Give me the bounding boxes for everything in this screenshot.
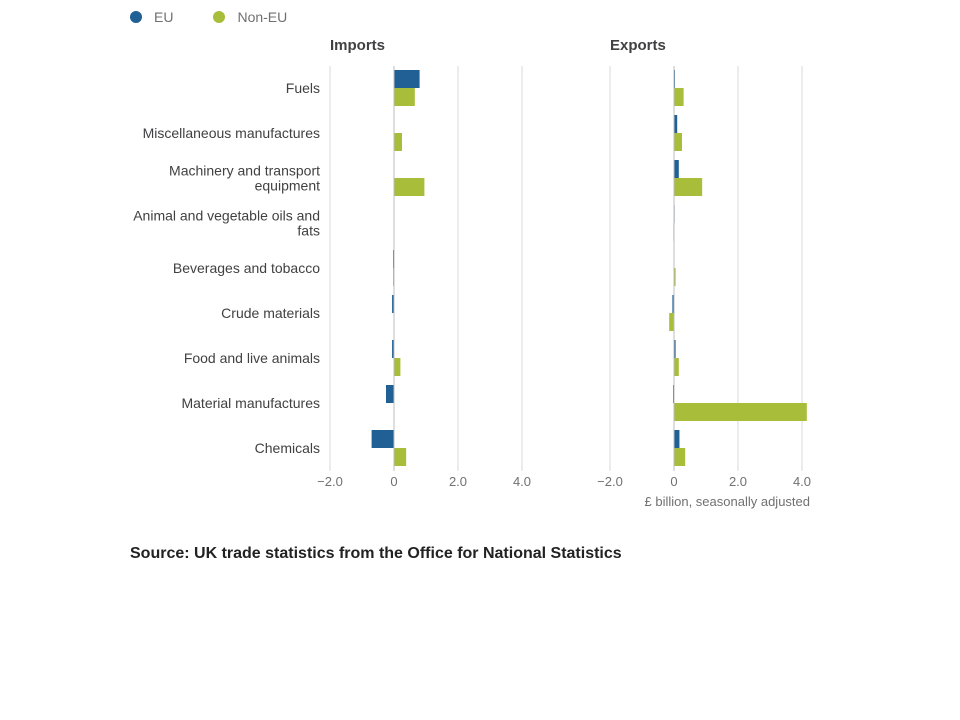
bar-exports-eu [674,340,676,358]
category-label: Food and live animals [184,350,320,366]
bar-exports-noneu [674,268,676,286]
bar-exports-noneu [674,133,682,151]
category-label: Machinery and transport [169,163,320,179]
bar-imports-noneu [394,178,425,196]
bar-imports-eu [386,385,394,403]
bar-imports-eu [392,340,394,358]
category-label: fats [297,223,320,239]
bar-exports-noneu [674,448,686,466]
x-tick-label: 0 [390,474,397,489]
bar-exports-noneu [674,358,679,376]
category-label: Chemicals [255,440,320,456]
x-tick-label: 4.0 [513,474,531,489]
bar-imports-eu [371,430,394,448]
category-labels: Fuels Miscellaneous manufactures Machinery… [133,80,320,456]
category-label: Fuels [286,80,320,96]
legend-item-eu[interactable]: EU [130,9,173,25]
bar-exports-eu [674,160,679,178]
bar-chart: Imports −2.0 0 2.0 4.0 Exports −2.0 0 2.0 4.0 Fuel… [133,37,811,509]
legend-swatch-non-eu [213,11,226,23]
legend: EU Non-EU [130,8,327,26]
x-axis-unit-label: £ billion, seasonally adjusted [645,494,811,509]
legend-label-non-eu: Non-EU [237,9,288,25]
bar-imports-eu [394,70,420,88]
source-note: Source: UK trade statistics from the Off… [130,545,622,562]
bar-exports-eu [672,295,674,313]
bar-exports-eu [674,115,678,133]
legend-label-eu: EU [154,9,174,25]
bar-imports-eu [392,295,394,313]
bar-exports-noneu [674,403,807,421]
bar-imports-noneu [394,358,401,376]
bar-exports-noneu [674,88,684,106]
category-label: Animal and vegetable oils and [133,208,320,224]
legend-swatch-eu [130,11,142,23]
x-tick-label: −2.0 [597,474,623,489]
category-label: Crude materials [221,305,320,321]
category-label: Material manufactures [181,395,320,411]
panel-title-imports: Imports [330,37,385,54]
x-tick-label: 2.0 [449,474,467,489]
x-tick-label: −2.0 [317,474,343,489]
bar-exports-eu [674,430,680,448]
bar-exports-noneu [669,313,674,331]
x-tick-label: 4.0 [793,474,811,489]
bar-imports-noneu [394,448,407,466]
panel-title-exports: Exports [610,37,666,54]
legend-item-non-eu[interactable]: Non-EU [213,9,287,25]
x-tick-label: 0 [670,474,677,489]
bar-imports-noneu [394,88,415,106]
category-label: Beverages and tobacco [173,260,320,276]
bar-exports-noneu [674,178,703,196]
x-tick-label: 2.0 [729,474,747,489]
category-label: Miscellaneous manufactures [143,125,320,141]
category-label: equipment [255,178,320,194]
bar-imports-noneu [394,133,402,151]
